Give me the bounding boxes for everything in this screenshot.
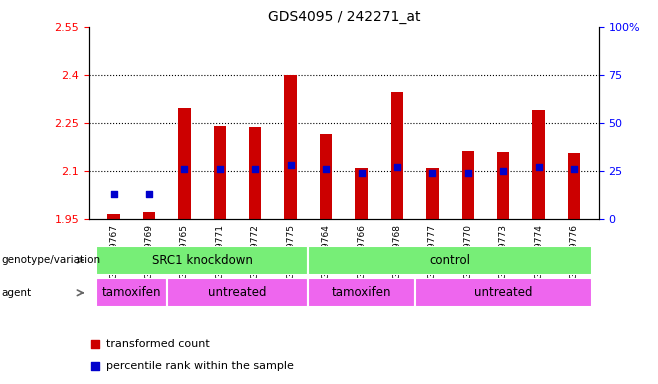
- Point: [427, 170, 438, 176]
- Bar: [214, 126, 226, 219]
- Bar: [249, 127, 261, 219]
- Bar: [309, 246, 592, 275]
- Bar: [284, 75, 297, 219]
- Point: [215, 166, 225, 172]
- Point: [292, 25, 303, 31]
- Point: [179, 166, 190, 172]
- Text: tamoxifen: tamoxifen: [101, 286, 161, 299]
- Bar: [497, 152, 509, 219]
- Text: untreated: untreated: [209, 286, 266, 299]
- Bar: [355, 168, 368, 219]
- Point: [392, 164, 402, 170]
- Point: [498, 168, 509, 174]
- Text: percentile rank within the sample: percentile rank within the sample: [106, 361, 293, 371]
- Point: [292, 225, 303, 231]
- Text: SRC1 knockdown: SRC1 knockdown: [152, 254, 253, 266]
- Point: [569, 166, 579, 172]
- Text: untreated: untreated: [474, 286, 532, 299]
- Text: transformed count: transformed count: [106, 339, 209, 349]
- Bar: [166, 278, 309, 307]
- Point: [463, 170, 473, 176]
- Bar: [391, 91, 403, 219]
- Bar: [568, 153, 580, 219]
- Point: [109, 191, 119, 197]
- Text: agent: agent: [1, 288, 32, 298]
- Bar: [415, 278, 592, 307]
- Point: [143, 191, 154, 197]
- Text: control: control: [430, 254, 470, 266]
- Point: [534, 164, 544, 170]
- Point: [321, 166, 332, 172]
- Bar: [96, 246, 309, 275]
- Bar: [178, 109, 191, 219]
- Bar: [461, 151, 474, 219]
- Point: [286, 162, 296, 168]
- Text: tamoxifen: tamoxifen: [332, 286, 392, 299]
- Text: genotype/variation: genotype/variation: [1, 255, 101, 265]
- Point: [250, 166, 261, 172]
- Bar: [143, 212, 155, 219]
- Bar: [107, 214, 120, 219]
- Bar: [320, 134, 332, 219]
- Bar: [532, 110, 545, 219]
- Bar: [426, 168, 438, 219]
- Point: [356, 170, 367, 176]
- Bar: [309, 278, 415, 307]
- Title: GDS4095 / 242271_at: GDS4095 / 242271_at: [268, 10, 420, 25]
- Bar: [96, 278, 166, 307]
